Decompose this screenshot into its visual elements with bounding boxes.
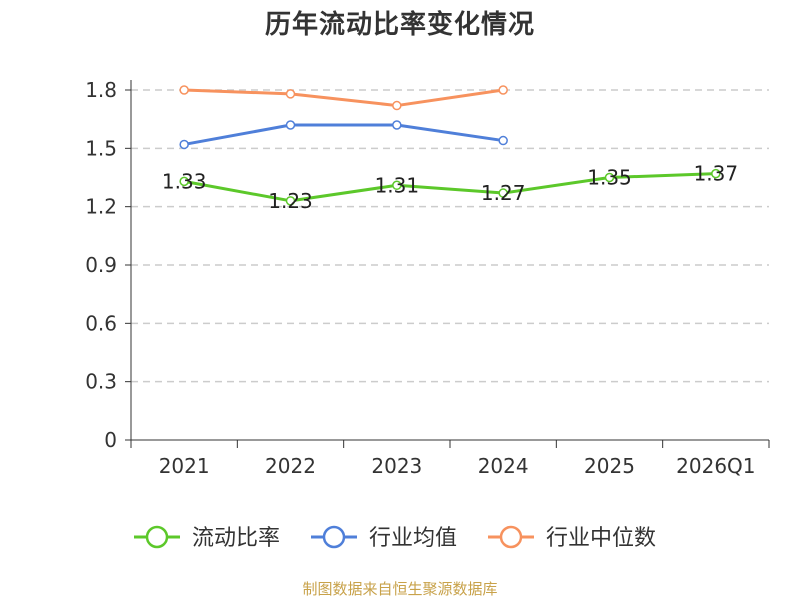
data-point [711, 168, 721, 179]
data-point [179, 85, 189, 95]
y-tick-label: 0.6 [85, 311, 117, 335]
legend-label: 行业均值 [369, 526, 457, 551]
source-note: 制图数据来自恒生聚源数据库 [302, 580, 498, 598]
legend-marker [145, 525, 169, 549]
x-tick-label: 2024 [478, 454, 529, 478]
legend-label: 流动比率 [192, 526, 280, 551]
data-point [498, 135, 508, 146]
data-point [179, 139, 189, 150]
x-tick-label: 2022 [265, 454, 316, 478]
data-point [392, 100, 402, 111]
x-tick-label: 2026Q1 [676, 454, 755, 478]
data-label: 1.35 [587, 166, 632, 190]
data-point [285, 196, 296, 206]
legend-label: 行业中位数 [546, 526, 656, 551]
data-point [498, 188, 508, 198]
legend-item-3[interactable]: 行业中位数 [488, 525, 656, 551]
series-line-3 [184, 88, 504, 108]
data-point [498, 85, 508, 95]
data-point [604, 172, 615, 183]
data-label: 1.27 [481, 181, 526, 205]
legend-item-2[interactable]: 行业均值 [311, 525, 457, 551]
series-line-2 [183, 123, 504, 146]
data-point [392, 180, 402, 191]
x-tick-label: 2025 [584, 454, 635, 478]
legend-item-1[interactable]: 流动比率 [134, 525, 280, 551]
chart-title: 历年流动比率变化情况 [264, 10, 535, 40]
data-label: 1.33 [162, 169, 207, 193]
data-label: 1.31 [375, 173, 420, 197]
y-tick-label: 0.3 [85, 370, 117, 394]
y-tick-label: 1.5 [85, 136, 117, 160]
x-tick-label: 2023 [371, 454, 422, 478]
grid-layer [131, 89, 769, 383]
label-layer: 1.33 1.23 1.31 1.27 1.35 1.37 [162, 162, 738, 213]
data-point [285, 120, 296, 130]
data-point [285, 89, 296, 99]
y-tick-label: 1.8 [85, 78, 117, 102]
series-line-1 [183, 172, 716, 203]
y-tick-label: 1.2 [85, 195, 117, 219]
y-tick-label: 0.9 [85, 253, 117, 277]
x-tick-label: 2021 [159, 454, 210, 478]
series-layer [179, 85, 721, 206]
legend[interactable]: 流动比率 行业均值 行业中位数 [134, 525, 656, 551]
data-point [392, 120, 402, 130]
data-label: 1.37 [694, 162, 739, 186]
axis-layer: 0 0.3 0.6 0.9 1.2 1.5 1.8 2021 2022 2023 2024 2025 2… [85, 78, 770, 478]
legend-marker [499, 525, 523, 549]
data-point [179, 176, 189, 187]
y-tick-label: 0 [104, 428, 117, 452]
data-label: 1.23 [268, 189, 313, 213]
legend-marker [322, 525, 346, 549]
